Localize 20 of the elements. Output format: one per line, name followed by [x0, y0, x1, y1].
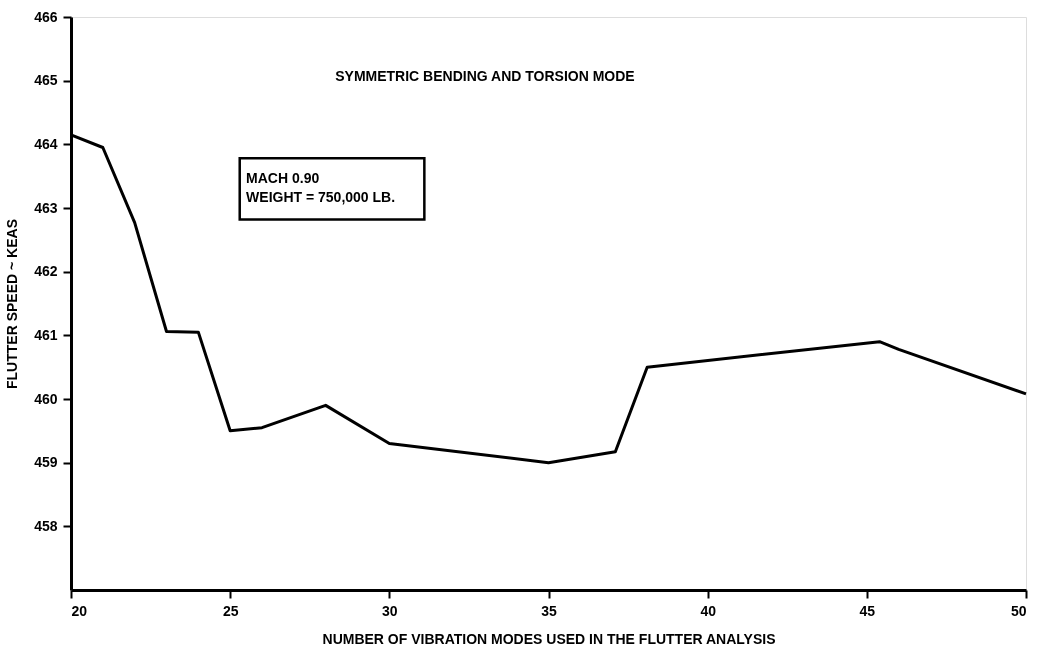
annotation: MACH 0.90 WEIGHT = 750,000 LB. [246, 170, 396, 206]
y-axis-title: FLUTTER SPEED ~ KEAS [4, 219, 21, 389]
x-tick-label: 45 [859, 602, 876, 619]
x-tick-label: 50 [1010, 602, 1027, 619]
y-tick-label: 466 [34, 8, 58, 25]
annotation: SYMMETRIC BENDING AND TORSION MODE [335, 68, 635, 85]
y-tick-label: 458 [34, 517, 58, 534]
x-tick-label: 35 [541, 602, 557, 619]
y-tick-label: 459 [34, 454, 58, 471]
y-tick-label: 464 [34, 135, 58, 152]
y-tick-label: 461 [34, 326, 58, 343]
x-tick-label: 25 [222, 602, 239, 619]
x-axis-title: NUMBER OF VIBRATION MODES USED IN THE FLUTTER ANALYSIS [322, 630, 776, 647]
x-tick-label: 20 [71, 602, 88, 619]
y-tick-label: 463 [34, 199, 58, 216]
y-tick-label: 462 [34, 263, 58, 280]
y-tick-label: 460 [34, 390, 58, 407]
x-tick-label: 40 [700, 602, 717, 619]
x-tick-label: 30 [382, 602, 398, 619]
y-tick-label: 465 [34, 72, 58, 89]
